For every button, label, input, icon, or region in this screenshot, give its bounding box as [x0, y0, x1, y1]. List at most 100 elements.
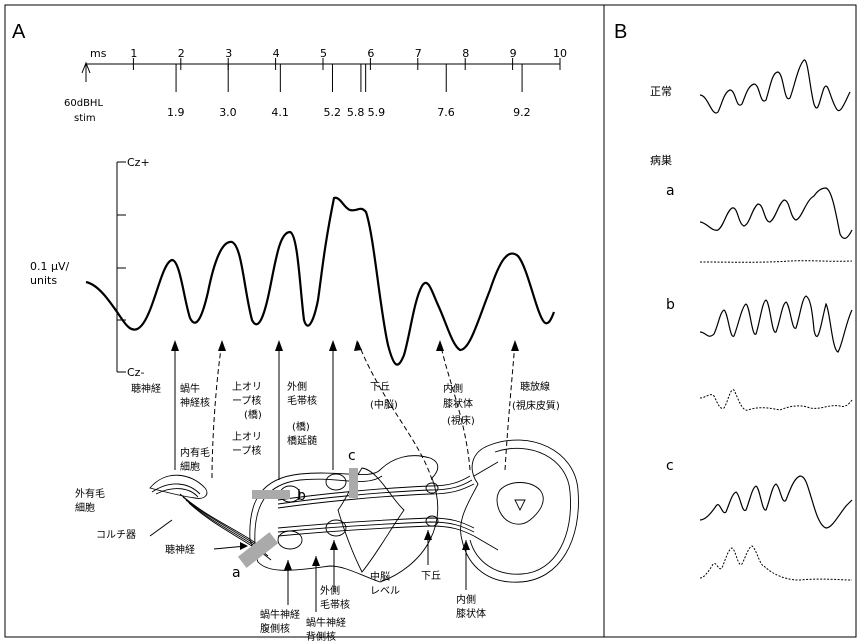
label-ic-1: 下丘: [370, 381, 390, 393]
normal-waveform: [699, 59, 851, 114]
lesion-label: 病巣: [650, 153, 672, 167]
lesion-c-label: c: [348, 448, 356, 464]
brainstem-inner: [254, 475, 383, 546]
time-ticks: 1 2 3 4 5 6 7 8 9 10: [130, 47, 567, 70]
label-so-2: ープ核: [232, 394, 261, 407]
lesion-b-marker: [252, 490, 290, 499]
arrow-head-icon: [436, 340, 444, 351]
label-mgb-a-2: 膝状体: [456, 607, 486, 620]
nucleus: [425, 515, 439, 527]
label-ohc-1: 外有毛: [75, 487, 105, 500]
midline-mark: [514, 499, 526, 512]
label-mgb-3: (視床): [447, 414, 475, 427]
ventricle: [496, 482, 544, 525]
leader-line: [149, 519, 173, 537]
organ-of-corti-drawing: [149, 474, 208, 499]
pathway-fiber: [277, 525, 475, 537]
arrow-head-icon: [312, 556, 320, 566]
panel-b-frame: [603, 4, 857, 638]
scale-label-1: 0.1 µV/: [30, 260, 70, 273]
label-mgb-2: 膝状体: [443, 397, 473, 410]
arrow-head-icon: [218, 340, 226, 351]
time-tick-label: 1: [130, 47, 137, 60]
label-ll-a-1: 外側: [320, 584, 340, 597]
nerve-fiber: [182, 496, 266, 553]
label-so-3: (橋): [244, 408, 262, 421]
panel-a-letter: A: [12, 21, 26, 43]
label-ll-3: (橋): [292, 420, 310, 433]
label-ar-2: (視床皮質): [512, 399, 560, 412]
peak-latency-label: 9.2: [513, 106, 531, 119]
peak-latency-label: 5.2: [323, 106, 341, 119]
label-dcn-2: 背側核: [306, 630, 336, 641]
label-cn-1: 蝸牛: [180, 382, 200, 395]
generator-labels: 聴神経 蝸牛 神経核 内有毛 細胞 上オリ ープ核 (橋) 上オリ ープ核 外側…: [131, 340, 560, 481]
label-cn-2: 神経核: [180, 396, 210, 409]
case-c-lesion-trace: [699, 545, 853, 581]
label-auditory-nerve: 聴神経: [131, 382, 161, 395]
inferior-colliculus: [337, 467, 405, 573]
peak-latencies: 1.9 3.0 4.1 5.2 5.8 5.9 7.6 9.2: [167, 64, 531, 119]
time-tick-label: 8: [462, 47, 469, 60]
time-tick-label: 7: [415, 47, 422, 60]
case-b-lesion-trace: [699, 389, 853, 411]
label-ar-1: 聴放線: [520, 380, 550, 393]
arrow-head-icon: [284, 560, 292, 570]
label-vcn-2: 腹側核: [260, 622, 290, 635]
label-vcn-1: 蝸牛神経: [260, 608, 300, 621]
label-corti: コルチ器: [96, 529, 136, 541]
hair-cell-stroke: [151, 483, 201, 495]
nucleus: [325, 519, 347, 537]
peak-latency-label: 5.8: [347, 106, 365, 119]
arrow-head-icon: [329, 340, 337, 351]
peak-latency-label: 1.9: [167, 106, 185, 119]
time-tick-label: 2: [178, 47, 185, 60]
pathway-fiber: [277, 521, 475, 533]
label-ic-a: 下丘: [421, 570, 441, 582]
label-so-4: 上オリ: [232, 431, 262, 443]
peak-latency-label: 3.0: [219, 106, 237, 119]
lesion-a-marker: [237, 532, 279, 568]
label-ll-2: 毛帯核: [287, 394, 317, 407]
waveform-axis: Cz+ Cz- 0.1 µV/ units: [30, 156, 150, 379]
auditory-pathway-anatomy: 外有毛 細胞 コルチ器 聴神経 a b c 蝸牛神経 腹側核 蝸牛神経 背側核 …: [75, 439, 579, 641]
time-tick-label: 4: [273, 47, 280, 60]
label-mgb-a-1: 内側: [456, 593, 476, 606]
arrow-head-icon: [424, 530, 432, 540]
label-ohc-2: 細胞: [75, 501, 95, 514]
arrow-wave-ii: [211, 341, 223, 479]
label-midbrain-1: 中脳: [370, 570, 390, 583]
time-tick-label: 10: [553, 47, 567, 60]
brainstem-outline: [249, 455, 439, 583]
lesion-a-label: a: [232, 565, 241, 581]
arrow-wave-vii: [504, 341, 516, 471]
label-midbrain-2: レベル: [370, 585, 400, 597]
stim-label: stim: [74, 113, 96, 124]
label-ic-2: (中脳): [370, 398, 398, 411]
pathway-fiber: [277, 483, 475, 509]
label-dcn-1: 蝸牛神経: [306, 616, 346, 629]
label-ll-4: 橋延髄: [287, 434, 317, 447]
scale-label-2: units: [30, 274, 57, 287]
label-so-5: ープ核: [232, 444, 261, 457]
radiation-fiber: [473, 535, 499, 551]
arrow-head-icon: [462, 540, 470, 550]
peak-latency-label: 7.6: [437, 106, 455, 119]
hair-cell-stroke: [155, 488, 199, 498]
nucleus: [325, 473, 347, 491]
time-tick-label: 9: [510, 47, 517, 60]
case-c-label: c: [666, 458, 674, 474]
arrow-head-icon: [171, 340, 179, 351]
case-b-label: b: [666, 297, 675, 313]
peak-latency-label: 4.1: [271, 106, 289, 119]
pathway-fiber: [277, 475, 471, 501]
time-tick-label: 5: [320, 47, 327, 60]
nucleus: [425, 482, 439, 494]
cerebrum-section: [460, 439, 579, 583]
label-ll-a-2: 毛帯核: [320, 598, 350, 611]
label-ihc-1: 内有毛: [180, 446, 210, 459]
pathway-fiber: [277, 479, 473, 505]
time-unit-label: ms: [90, 47, 107, 60]
abr-waveform: [85, 196, 556, 366]
